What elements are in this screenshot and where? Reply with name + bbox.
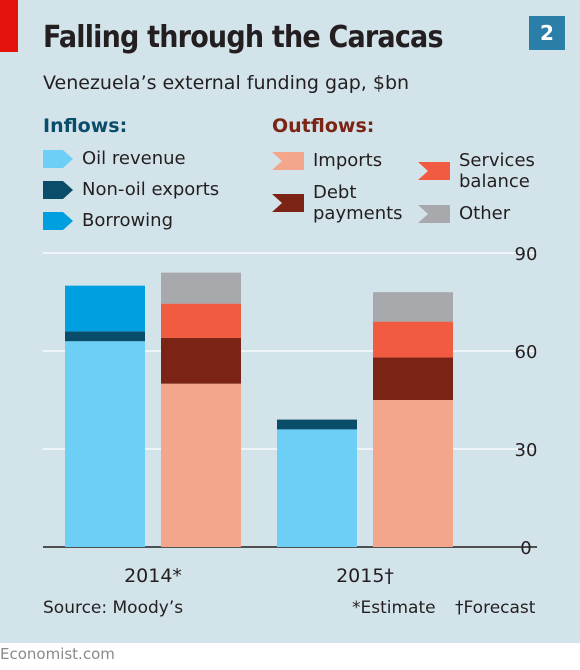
legend-swatch-borrowing: [43, 211, 73, 230]
chart-subtitle: Venezuela’s external funding gap, $bn: [43, 72, 410, 94]
brand-red-tag: [0, 0, 18, 52]
legend-label: Non-oil exports: [82, 179, 220, 200]
legend-label: Imports: [313, 150, 383, 171]
bar-non-oil-exports: [65, 331, 145, 342]
y-tick-label: 30: [515, 440, 538, 461]
x-tick-label: 2014*: [124, 565, 182, 587]
figure-number-badge: 2: [529, 16, 565, 50]
bar-oil-revenue: [277, 429, 357, 547]
legend-item-services-balance: Services balance: [418, 150, 548, 192]
legend-item-oil-revenue: Oil revenue: [43, 148, 186, 169]
legend-label: Oil revenue: [82, 148, 186, 169]
bar-non-oil-exports: [277, 419, 357, 430]
y-tick-label: 0: [520, 538, 531, 559]
bar-debt-payments: [373, 357, 453, 400]
source-note: Source: Moody’s: [43, 598, 184, 618]
bar-chart: 0 30 60 90 2014* 2015†: [43, 244, 538, 587]
bar-other: [161, 272, 241, 304]
bar-services-balance: [373, 321, 453, 358]
legend-swatch-oil-revenue: [43, 149, 73, 168]
legend-item-imports: Imports: [272, 150, 382, 171]
estimate-note: *Estimate: [352, 598, 436, 618]
legend-item-other: Other: [418, 203, 510, 224]
x-tick-label: 2015†: [336, 565, 394, 587]
legend-label: Other: [459, 203, 511, 224]
legend-label: Borrowing: [82, 210, 174, 231]
legend-item-debt-payments: Debt payments: [272, 182, 412, 224]
legend-swatch-non-oil-exports: [43, 180, 73, 199]
bar-services-balance: [161, 303, 241, 338]
legend-swatch-other: [418, 204, 450, 223]
brand-credit: Economist.com: [0, 645, 115, 663]
legend-item-borrowing: Borrowing: [43, 210, 173, 231]
bar-imports: [161, 383, 241, 547]
legend-label: Debt payments: [313, 182, 403, 224]
bar-borrowing: [65, 285, 145, 332]
legend-label: Services balance: [459, 150, 535, 192]
bar-oil-revenue: [65, 341, 145, 547]
legend-swatch-imports: [272, 151, 304, 170]
legend-item-non-oil-exports: Non-oil exports: [43, 179, 219, 200]
legend-swatch-debt-payments: [272, 194, 304, 212]
chart-title: Falling through the Caracas: [43, 20, 444, 55]
bar-imports: [373, 400, 453, 547]
bar-debt-payments: [161, 337, 241, 384]
legend-outflows-heading: Outflows:: [272, 115, 375, 137]
legend-swatch-services-balance: [418, 162, 450, 180]
y-tick-label: 90: [515, 244, 538, 265]
y-tick-label: 60: [515, 342, 538, 363]
forecast-note: †Forecast: [455, 598, 536, 618]
bar-other: [373, 292, 453, 322]
legend-inflows-heading: Inflows:: [43, 115, 128, 137]
